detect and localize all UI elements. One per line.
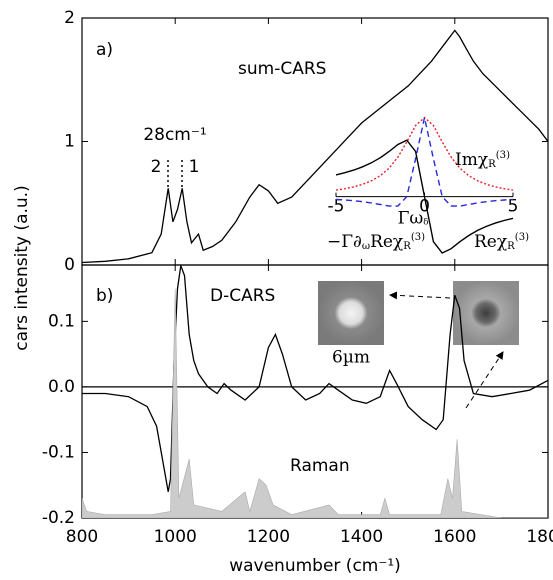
annotation: 1	[189, 157, 200, 177]
series-label: Raman	[290, 456, 350, 476]
inset-line	[335, 116, 514, 191]
cell-image	[453, 281, 519, 345]
y-tick-label: 0	[64, 255, 75, 275]
x-tick-label: 1200	[247, 527, 290, 547]
arrow	[465, 351, 504, 409]
inset-series-label-part: Reχ	[474, 232, 507, 252]
y-tick-label: 2	[64, 8, 75, 28]
panel-label: a)	[96, 40, 113, 60]
inset-x-label-part: δ	[423, 217, 428, 227]
raman-area	[82, 288, 548, 518]
inset-x-label: Γωδ	[398, 208, 429, 228]
inset-series-label: −Γ∂ωReχR(3)	[327, 231, 425, 252]
inset-series-label-part: R	[488, 159, 496, 170]
x-tick-label: 1600	[433, 527, 476, 547]
panel-title: sum-CARS	[238, 59, 326, 79]
inset-series-label-part: (3)	[496, 149, 510, 161]
y-tick-label: 1	[64, 132, 75, 152]
spectrum-line	[82, 29, 548, 264]
inset-series-label-part: ω	[362, 241, 370, 252]
inset-series-label-part: R	[507, 241, 515, 252]
annotation: 6µm	[332, 348, 370, 368]
inset-line	[335, 139, 514, 254]
inset-series-label: ImχR(3)	[455, 149, 510, 170]
y-tick-label: -0.1	[42, 442, 75, 462]
y-tick-label: 0.0	[48, 377, 75, 397]
y-axis-label: cars intensity (a.u.)	[12, 185, 32, 350]
x-tick-label: 1400	[340, 527, 383, 547]
inset-series-label-part: (3)	[411, 231, 425, 243]
inset-series-label-part: −Γ∂	[327, 232, 362, 252]
inset-series-label: ReχR(3)	[474, 231, 529, 252]
inset-line	[335, 117, 514, 207]
panel-label: b)	[96, 286, 113, 306]
x-tick-label: 1000	[154, 527, 197, 547]
y-tick-label: 0.1	[48, 311, 75, 331]
inset-series-label-part: R	[403, 241, 411, 252]
panel-title: D-CARS	[210, 286, 275, 306]
inset-x-tick-label: 0	[419, 197, 430, 217]
cell-image	[318, 281, 384, 345]
inset-x-label-part: Γω	[398, 208, 424, 228]
inset-series-label-part: Reχ	[370, 232, 403, 252]
inset-x-tick-label: 5	[508, 197, 519, 217]
y-tick-label: -0.2	[42, 508, 75, 528]
x-tick-label: 800	[66, 527, 98, 547]
annotation: 2	[151, 157, 162, 177]
annotation: 28cm⁻¹	[143, 125, 206, 145]
arrow	[389, 291, 451, 300]
inset-x-tick-label: -5	[328, 197, 345, 217]
x-axis-label: wavenumber (cm⁻¹)	[229, 556, 401, 576]
inset-series-label-part: (3)	[515, 231, 529, 243]
inset-series-label-part: Imχ	[455, 150, 488, 170]
